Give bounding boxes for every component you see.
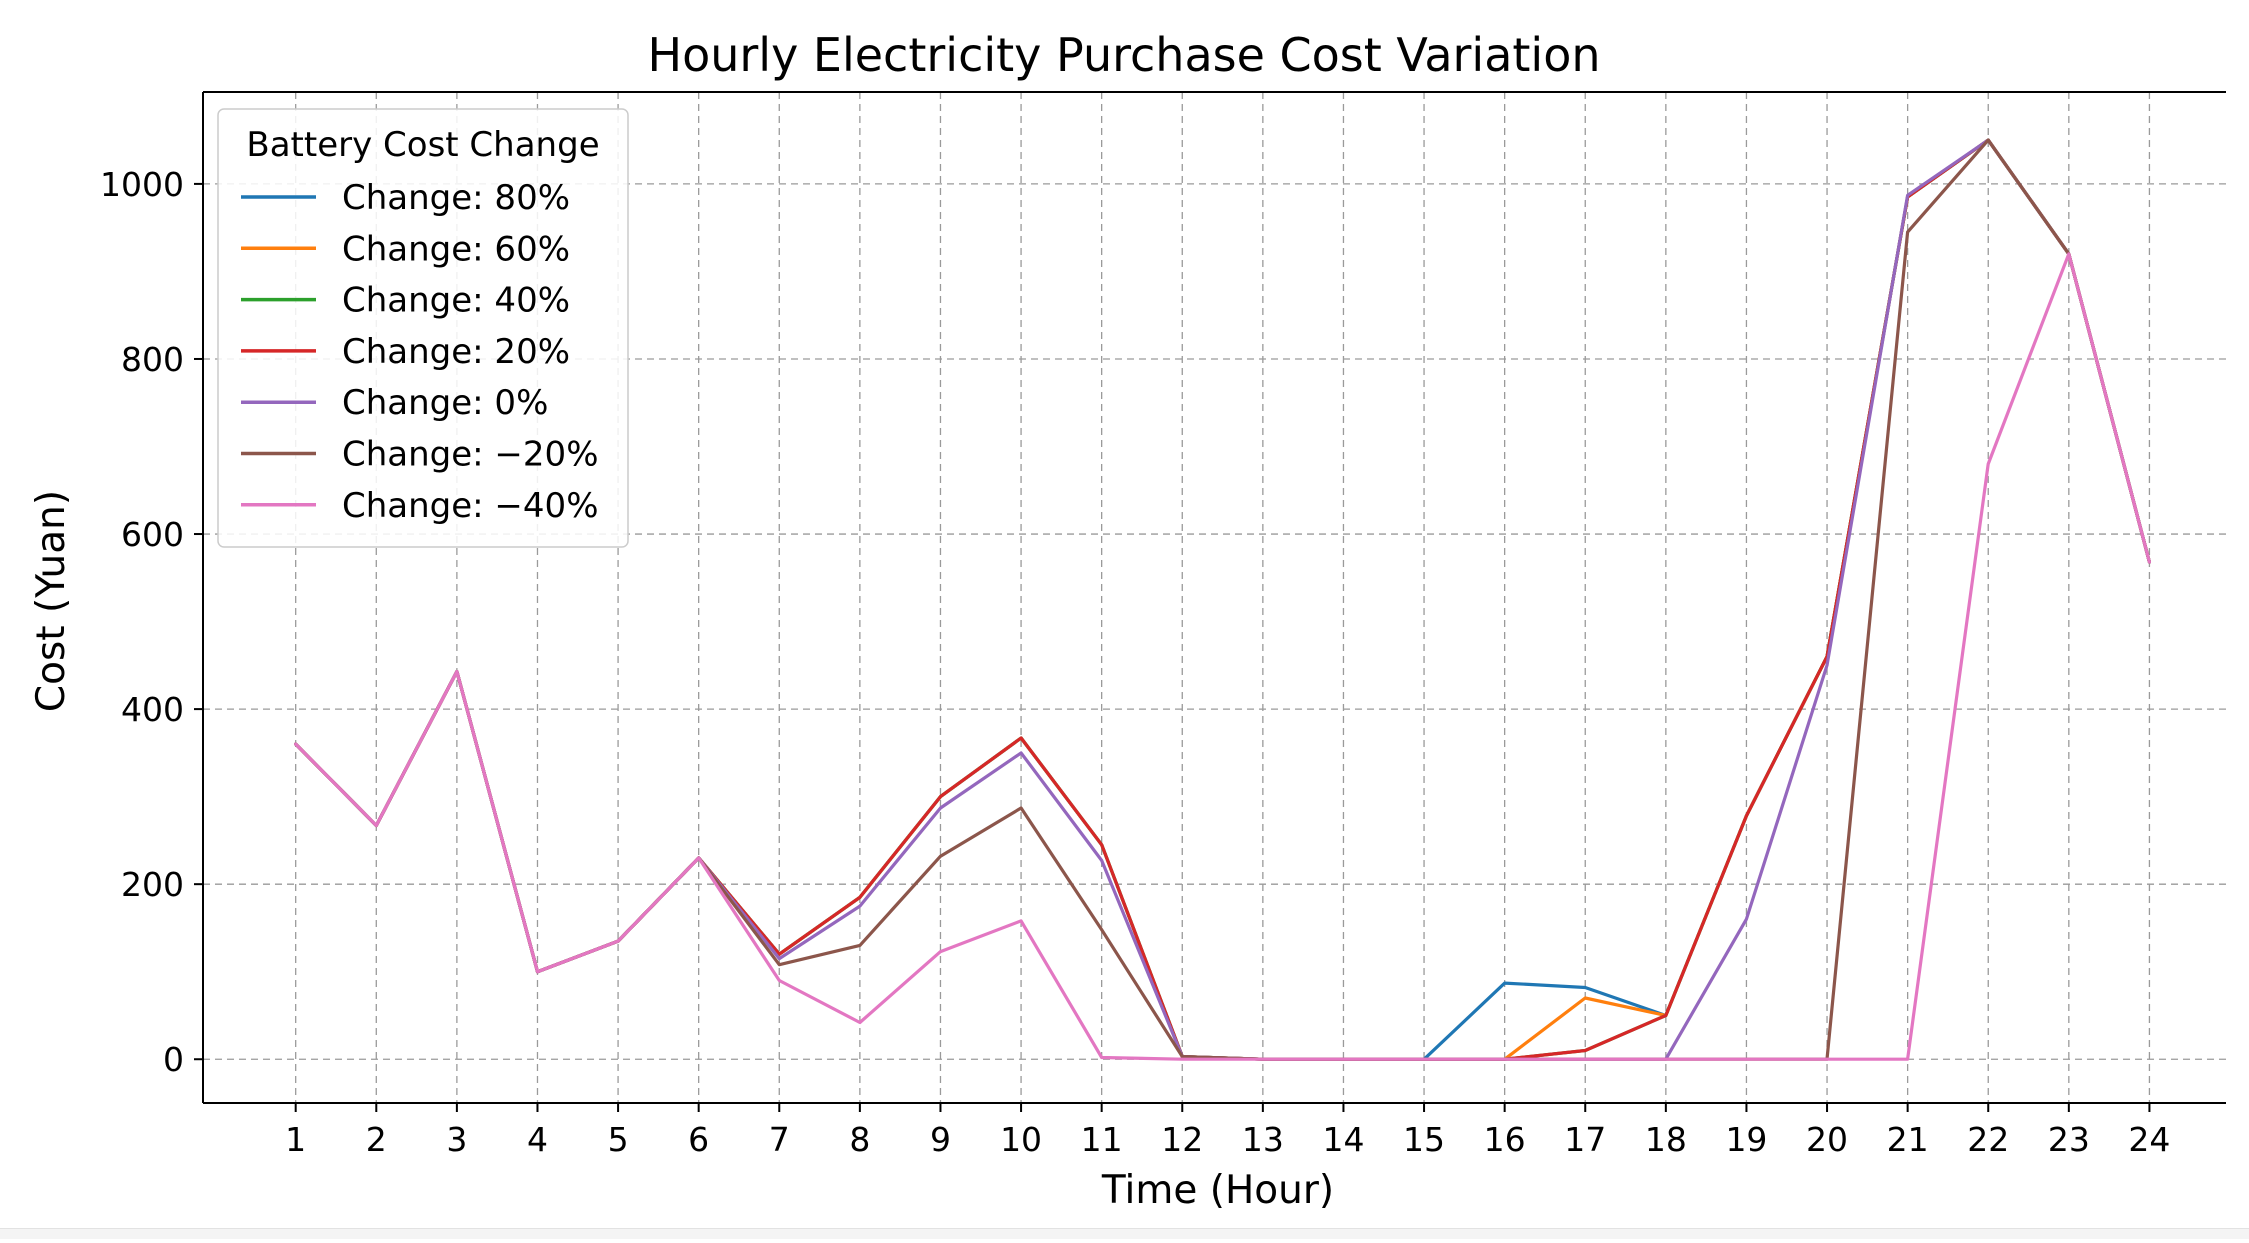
- x-tick-label: 6: [688, 1120, 709, 1159]
- x-tick-label: 1: [285, 1120, 306, 1159]
- x-tick-label: 14: [1322, 1120, 1364, 1159]
- legend-entries: Change: 80% Change: 60% Change: 40% Change:…: [241, 178, 599, 526]
- x-tick-label: 10: [1000, 1120, 1042, 1159]
- legend-label: Change: 80%: [342, 178, 570, 218]
- legend-label: Change: −40%: [342, 486, 599, 526]
- x-tick-label: 11: [1081, 1120, 1123, 1159]
- legend-label: Change: 60%: [342, 229, 570, 269]
- y-tick-label: 200: [121, 865, 184, 904]
- legend-label: Change: 20%: [342, 332, 570, 372]
- x-tick-label: 7: [769, 1120, 790, 1159]
- x-tick-label: 19: [1725, 1120, 1767, 1159]
- legend-label: Change: −20%: [342, 435, 599, 475]
- x-tick-label: 8: [849, 1120, 870, 1159]
- series-line: [294, 252, 2151, 1061]
- legend-box: [217, 108, 629, 548]
- legend-label: Change: 0%: [342, 383, 548, 423]
- x-tick-label: 23: [2048, 1120, 2090, 1159]
- x-tick-label: 20: [1806, 1120, 1848, 1159]
- x-tick-label: 21: [1887, 1120, 1929, 1159]
- x-tick-label: 22: [1967, 1120, 2009, 1159]
- x-tick-label: 2: [366, 1120, 387, 1159]
- x-tick-label: 17: [1564, 1120, 1606, 1159]
- x-tick-label: 12: [1161, 1120, 1203, 1159]
- legend-label: Change: 40%: [342, 281, 570, 321]
- y-tick-label: 1000: [100, 165, 184, 204]
- x-tick-label: 13: [1242, 1120, 1284, 1159]
- x-tick-label: 18: [1645, 1120, 1687, 1159]
- x-tick-label: 24: [2128, 1120, 2170, 1159]
- y-tick-label: 0: [163, 1040, 184, 1079]
- x-tick-label: 16: [1484, 1120, 1526, 1159]
- chart-title: Hourly Electricity Purchase Cost Variati…: [647, 28, 1600, 82]
- y-tick-label: 800: [121, 340, 184, 379]
- x-tick-label: 9: [930, 1120, 951, 1159]
- legend-title: Battery Cost Change: [246, 125, 599, 165]
- x-tick-label: 5: [608, 1120, 629, 1159]
- x-tick-label: 15: [1403, 1120, 1445, 1159]
- x-tick-label: 3: [446, 1120, 467, 1159]
- ticks: 1 2 3 4 5 6 7 8 9 10 11 12 13 14 15 16 17 18 19 20 21 22 23 240…: [100, 165, 2170, 1159]
- y-tick-label: 400: [121, 690, 184, 729]
- y-axis-label: Cost (Yuan): [29, 490, 74, 712]
- x-axis-label: Time (Hour): [1101, 1168, 1334, 1213]
- series-lines: [294, 138, 2151, 1061]
- axes: [202, 91, 2226, 1104]
- bottom-strip: [0, 1228, 2249, 1239]
- y-tick-label: 600: [121, 515, 184, 554]
- legend: Battery Cost Change Change: 80% Change: 6…: [217, 108, 629, 548]
- x-tick-label: 4: [527, 1120, 548, 1159]
